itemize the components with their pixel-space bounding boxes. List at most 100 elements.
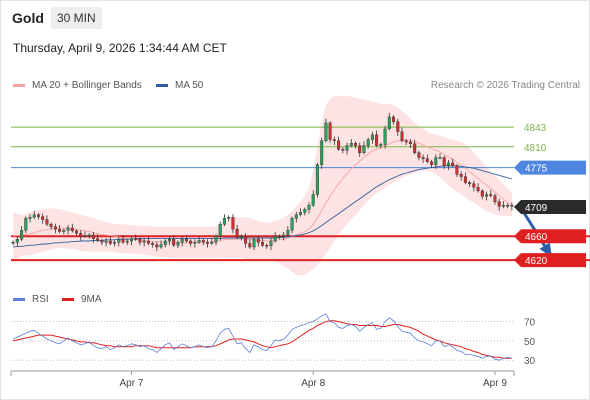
candle-body <box>387 116 391 130</box>
rsi-panel: 70 50 30 <box>11 313 536 367</box>
candle-body <box>62 230 66 232</box>
legend-label-ma20: MA 20 + Bollinger Bands <box>32 80 142 91</box>
candle-body <box>421 157 425 159</box>
candle-body <box>489 194 493 196</box>
candle-body <box>290 218 294 231</box>
candle-body <box>413 143 417 153</box>
candle-body <box>205 241 209 244</box>
candle-body <box>404 140 408 143</box>
candle-body <box>239 235 243 238</box>
candle-body <box>408 141 412 144</box>
legend-swatch-rsi <box>13 298 25 301</box>
candle-body <box>307 204 311 210</box>
candle-body <box>189 240 193 244</box>
candle-body <box>320 140 324 165</box>
timestamp: Thursday, April 9, 2026 1:34:44 AM CET <box>13 41 227 55</box>
candle-body <box>214 235 218 243</box>
candle-body <box>480 190 484 197</box>
candle-body <box>375 134 379 146</box>
level-label-4660: 4660 <box>525 232 548 243</box>
candle-body <box>231 216 235 230</box>
candle-body <box>193 241 197 244</box>
candle-body <box>66 227 70 231</box>
level-label-4620: 4620 <box>525 256 548 267</box>
candles-layer <box>11 112 514 252</box>
candle-body <box>337 140 341 150</box>
level-labels-layer: 4843 4810 4775 4709 4660 4620 <box>514 123 586 268</box>
candle-body <box>180 238 184 243</box>
candle-body <box>201 240 205 243</box>
legend-label-rsi: RSI <box>32 294 49 305</box>
legend-label-9ma: 9MA <box>81 294 102 305</box>
candle-body <box>49 224 53 227</box>
rsi-line <box>12 313 512 361</box>
candle-body <box>294 214 298 219</box>
candle-body <box>172 238 176 246</box>
legend-item-9ma: 9MA <box>62 294 102 305</box>
rsi-tick-50: 50 <box>524 337 536 348</box>
candle-body <box>197 240 201 243</box>
candle-body <box>235 228 239 238</box>
candle-body <box>303 209 307 213</box>
candle-body <box>269 240 273 247</box>
candle-body <box>468 182 472 185</box>
legend-item-ma20: MA 20 + Bollinger Bands <box>13 80 142 91</box>
candle-body <box>37 214 41 217</box>
candle-body <box>159 244 163 248</box>
candle-body <box>24 218 28 231</box>
candle-body <box>79 233 83 237</box>
research-credit: Research © 2026 Trading Central <box>430 80 580 91</box>
level-tag-4709 <box>514 200 586 215</box>
candle-body <box>315 164 319 195</box>
candle-body <box>108 240 112 244</box>
candle-body <box>96 238 100 241</box>
candle-body <box>451 162 455 167</box>
candle-body <box>332 139 336 142</box>
candle-body <box>155 244 159 248</box>
candle-body <box>32 214 36 218</box>
level-label-4843: 4843 <box>524 123 547 134</box>
candle-body <box>328 122 332 140</box>
candle-body <box>104 240 108 243</box>
candle-body <box>459 173 463 177</box>
candle-body <box>341 148 345 151</box>
x-tick-label: Apr 8 <box>301 378 325 389</box>
candle-body <box>506 204 510 207</box>
candle-body <box>70 227 74 232</box>
candle-body <box>176 241 180 246</box>
candle-body <box>256 238 260 243</box>
rsi-9ma-line <box>12 320 512 359</box>
legend-label-ma50: MA 50 <box>175 80 204 91</box>
candle-body <box>425 158 429 162</box>
candle-body <box>277 235 281 238</box>
candle-body <box>134 238 138 240</box>
candle-body <box>362 145 366 154</box>
candle-body <box>248 243 252 248</box>
candle-body <box>370 134 374 140</box>
candle-body <box>142 240 146 243</box>
candle-body <box>45 219 49 225</box>
candle-body <box>417 152 421 158</box>
legend-swatch-9ma <box>62 298 74 301</box>
candle-body <box>125 240 129 243</box>
candle-body <box>463 176 467 183</box>
candle-body <box>354 142 358 146</box>
candle-body <box>167 238 171 242</box>
candle-body <box>485 194 489 197</box>
candle-body <box>383 128 387 145</box>
candle-body <box>222 218 226 225</box>
candle-body <box>400 131 404 141</box>
level-label-4709: 4709 <box>525 203 548 214</box>
level-label-4775: 4775 <box>525 164 548 175</box>
candle-body <box>430 161 434 165</box>
candle-body <box>28 216 32 219</box>
candle-body <box>455 165 459 175</box>
timeframe-selector[interactable]: 30 MIN <box>51 7 102 29</box>
candle-body <box>252 238 256 248</box>
bollinger-bands-layer <box>13 96 512 276</box>
candle-body <box>497 201 501 207</box>
candle-body <box>163 240 167 245</box>
candle-body <box>100 240 104 243</box>
candle-body <box>53 226 57 230</box>
